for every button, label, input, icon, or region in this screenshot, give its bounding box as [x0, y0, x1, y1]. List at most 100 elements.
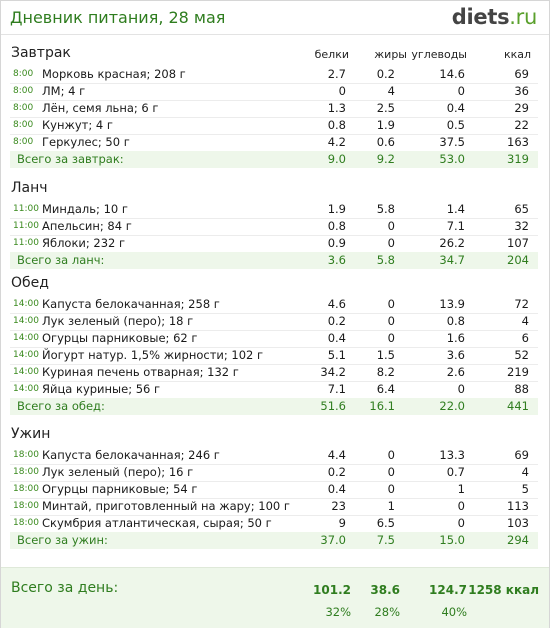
food-kcal: 219: [507, 365, 529, 379]
food-row[interactable]: 8:00 Морковь красная; 208 г 2.7 0.2 14.6 69: [10, 66, 538, 84]
food-fat: 6.4: [376, 382, 395, 396]
food-protein: 0.9: [327, 236, 346, 250]
food-kcal: 4: [521, 465, 529, 479]
food-fat: 0: [387, 314, 395, 328]
food-row[interactable]: 14:00 Огурцы парниковые; 62 г 0.4 0 1.6 6: [10, 330, 538, 348]
header-divider: [1, 34, 549, 35]
food-fat: 4: [387, 84, 395, 98]
food-time: 8:00: [13, 137, 34, 147]
food-row[interactable]: 18:00 Капуста белокачанная; 246 г 4.4 0 13.3…: [10, 447, 538, 465]
food-protein: 34.2: [320, 365, 346, 379]
meal-total-carbs: 22.0: [439, 399, 465, 413]
food-kcal: 65: [514, 202, 529, 216]
food-row[interactable]: 14:00 Яйца куриные; 56 г 7.1 6.4 0 88: [10, 381, 538, 399]
col-header-kcal: ккал: [503, 48, 531, 61]
food-carbs: 37.5: [439, 135, 465, 149]
meal-total-label: Всего за ужин:: [17, 533, 108, 547]
food-name: Капуста белокачанная; 258 г: [42, 297, 220, 311]
food-kcal: 72: [514, 297, 529, 311]
food-name: Геркулес; 50 г: [42, 135, 130, 149]
food-fat: 8.2: [376, 365, 395, 379]
meal-total-carbs: 34.7: [439, 253, 465, 267]
food-time: 11:00: [13, 204, 39, 214]
food-carbs: 0: [457, 382, 465, 396]
meal-total-label: Всего за ланч:: [17, 253, 105, 267]
food-name: Миндаль; 10 г: [42, 202, 128, 216]
food-row[interactable]: 11:00 Яблоки; 232 г 0.9 0 26.2 107: [10, 235, 538, 253]
food-fat: 0: [387, 236, 395, 250]
food-row[interactable]: 8:00 Кунжут; 4 г 0.8 1.9 0.5 22: [10, 117, 538, 135]
food-time: 14:00: [13, 384, 39, 394]
food-carbs: 0.8: [446, 314, 465, 328]
food-fat: 0.6: [376, 135, 395, 149]
food-time: 8:00: [13, 86, 34, 96]
food-name: Огурцы парниковые; 54 г: [42, 482, 198, 496]
food-time: 11:00: [13, 238, 39, 248]
food-name: Лён, семя льна; 6 г: [42, 101, 159, 115]
meal-total-label: Всего за завтрак:: [17, 152, 124, 166]
food-row[interactable]: 18:00 Скумбрия атлантическая, сырая; 50 г…: [10, 515, 538, 533]
food-name: Морковь красная; 208 г: [42, 67, 186, 81]
food-kcal: 4: [521, 314, 529, 328]
food-carbs: 1.4: [446, 202, 465, 216]
meal-total-carbs: 53.0: [439, 152, 465, 166]
food-row[interactable]: 14:00 Капуста белокачанная; 258 г 4.6 0 13.9…: [10, 296, 538, 314]
food-carbs: 13.9: [439, 297, 465, 311]
food-row[interactable]: 8:00 Лён, семя льна; 6 г 1.3 2.5 0.4 29: [10, 100, 538, 118]
food-kcal: 32: [514, 219, 529, 233]
food-fat: 0: [387, 331, 395, 345]
day-total-kcal: 1258 ккал: [468, 583, 539, 597]
food-carbs: 7.1: [446, 219, 465, 233]
food-row[interactable]: 18:00 Минтай, приготовленный на жару; 100…: [10, 498, 538, 516]
food-protein: 5.1: [327, 348, 346, 362]
food-time: 18:00: [13, 501, 39, 511]
day-total-carbs: 124.7: [429, 583, 467, 597]
food-row[interactable]: 14:00 Йогурт натур. 1,5% жирности; 102 г 5…: [10, 347, 538, 365]
meal-total-protein: 9.0: [327, 152, 346, 166]
food-protein: 0.4: [327, 331, 346, 345]
food-kcal: 113: [507, 499, 529, 513]
meal-total-row: Всего за ужин: 37.0 7.5 15.0 294: [10, 532, 538, 549]
day-fat-percent: 28%: [374, 605, 400, 619]
food-protein: 23: [331, 499, 346, 513]
food-name: Лук зеленый (перо); 18 г: [42, 314, 194, 328]
food-name: Яблоки; 232 г: [42, 236, 126, 250]
day-carbs-percent: 40%: [441, 605, 467, 619]
meal-title: Ланч: [11, 180, 48, 196]
day-total-fat: 38.6: [370, 583, 400, 597]
food-fat: 2.5: [376, 101, 395, 115]
food-row[interactable]: 11:00 Апельсин; 84 г 0.8 0 7.1 32: [10, 218, 538, 236]
day-total-label: Всего за день:: [11, 580, 119, 596]
food-time: 14:00: [13, 350, 39, 360]
site-logo[interactable]: diets.ru: [452, 5, 538, 29]
meal-total-fat: 7.5: [376, 533, 395, 547]
food-row[interactable]: 8:00 Геркулес; 50 г 4.2 0.6 37.5 163: [10, 134, 538, 152]
food-carbs: 0.4: [446, 101, 465, 115]
food-carbs: 13.3: [439, 448, 465, 462]
food-row[interactable]: 18:00 Огурцы парниковые; 54 г 0.4 0 1 5: [10, 481, 538, 499]
food-row[interactable]: 14:00 Лук зеленый (перо); 18 г 0.2 0 0.8 4: [10, 313, 538, 331]
food-carbs: 1: [457, 482, 465, 496]
food-row[interactable]: 18:00 Лук зеленый (перо); 16 г 0.2 0 0.7 4: [10, 464, 538, 482]
col-header-fat: жиры: [374, 48, 407, 61]
food-name: Минтай, приготовленный на жару; 100 г: [42, 499, 290, 513]
food-name: Огурцы парниковые; 62 г: [42, 331, 198, 345]
food-protein: 2.7: [327, 67, 346, 81]
meal-total-fat: 5.8: [376, 253, 395, 267]
meal-total-row: Всего за ланч: 3.6 5.8 34.7 204: [10, 252, 538, 269]
food-protein: 1.3: [327, 101, 346, 115]
food-name: Скумбрия атлантическая, сырая; 50 г: [42, 516, 272, 530]
food-time: 14:00: [13, 333, 39, 343]
food-name: Кунжут; 4 г: [42, 118, 113, 132]
meal-total-label: Всего за обед:: [17, 399, 105, 413]
logo-tld: .ru: [509, 5, 537, 29]
food-name: Куриная печень отварная; 132 г: [42, 365, 239, 379]
food-row[interactable]: 8:00 ЛМ; 4 г 0 4 0 36: [10, 83, 538, 101]
food-protein: 4.2: [327, 135, 346, 149]
food-carbs: 2.6: [446, 365, 465, 379]
meal-title: Завтрак: [11, 45, 71, 61]
food-row[interactable]: 11:00 Миндаль; 10 г 1.9 5.8 1.4 65: [10, 201, 538, 219]
food-row[interactable]: 14:00 Куриная печень отварная; 132 г 34.2 8…: [10, 364, 538, 382]
food-kcal: 69: [514, 448, 529, 462]
